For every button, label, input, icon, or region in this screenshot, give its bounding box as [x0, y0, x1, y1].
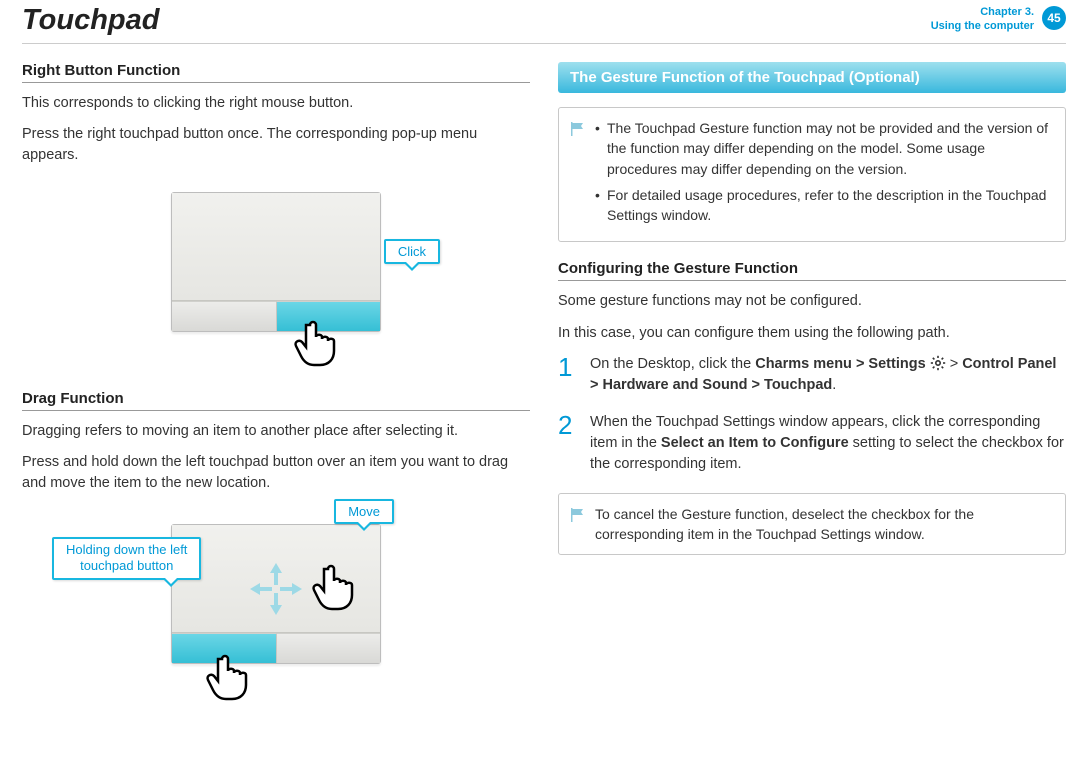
callout-move-label: Move [348, 504, 380, 519]
note1-item2: For detailed usage procedures, refer to … [595, 185, 1053, 226]
step1-post1: > [946, 356, 963, 372]
note-box-1: The Touchpad Gesture function may not be… [558, 107, 1066, 242]
callout-click-label: Click [398, 244, 426, 259]
callout-move: Move [334, 499, 394, 524]
step1-text: On the Desktop, click the Charms menu > … [590, 354, 1066, 396]
touchpad-left-button-highlighted [172, 633, 277, 663]
touchpad-buttons-2 [172, 633, 380, 663]
figure-right-click: Click [22, 178, 530, 368]
chapter-line2: Using the computer [931, 20, 1034, 34]
step1-bold1: Charms menu > Settings [755, 356, 925, 372]
touchpad-left-button [172, 301, 277, 331]
page-header: Touchpad Chapter 3. Using the computer 4… [0, 0, 1080, 37]
step2-text: When the Touchpad Settings window appear… [590, 412, 1066, 475]
right-button-p1: This corresponds to clicking the right m… [22, 93, 530, 114]
steps: 1 On the Desktop, click the Charms menu … [558, 354, 1066, 475]
note-box-2: To cancel the Gesture function, deselect… [558, 493, 1066, 556]
left-column: Right Button Function This corresponds t… [22, 62, 530, 728]
arrows-icon [248, 561, 304, 617]
touchpad-surface [172, 193, 380, 301]
config-p2: In this case, you can configure them usi… [558, 323, 1066, 344]
config-p1: Some gesture functions may not be config… [558, 291, 1066, 312]
touchpad-right-button-2 [277, 633, 381, 663]
step1-pre: On the Desktop, click the [590, 356, 755, 372]
callout-hold-label: Holding down the left touchpad button [66, 542, 187, 573]
touchpad-buttons [172, 301, 380, 331]
note2-text: To cancel the Gesture function, deselect… [595, 504, 1053, 545]
heading-configure: Configuring the Gesture Function [558, 260, 1066, 281]
touchpad-graphic: Click [171, 192, 381, 332]
note-icon-2 [569, 506, 587, 524]
heading-right-button: Right Button Function [22, 62, 530, 83]
right-column: The Gesture Function of the Touchpad (Op… [558, 62, 1066, 728]
columns: Right Button Function This corresponds t… [0, 44, 1080, 728]
chapter-line1: Chapter 3. [931, 6, 1034, 20]
figure-drag: Move Holding down the left touchpad butt… [22, 506, 530, 706]
step1-number: 1 [558, 354, 580, 396]
page: Touchpad Chapter 3. Using the computer 4… [0, 0, 1080, 728]
step-1: 1 On the Desktop, click the Charms menu … [558, 354, 1066, 396]
step-2: 2 When the Touchpad Settings window appe… [558, 412, 1066, 475]
callout-hold: Holding down the left touchpad button [52, 537, 201, 580]
page-number-badge: 45 [1042, 6, 1066, 30]
note-icon [569, 120, 587, 138]
touchpad-graphic-2: Move Holding down the left touchpad butt… [171, 524, 381, 664]
step2-bold: Select an Item to Configure [661, 435, 849, 451]
step1-end: . [832, 377, 836, 393]
touchpad-right-button-highlighted [277, 301, 381, 331]
heading-drag: Drag Function [22, 390, 530, 411]
step2-number: 2 [558, 412, 580, 475]
drag-p1: Dragging refers to moving an item to ano… [22, 421, 530, 442]
note1-item1: The Touchpad Gesture function may not be… [595, 118, 1053, 179]
callout-click: Click [384, 239, 440, 264]
note1-list: The Touchpad Gesture function may not be… [595, 118, 1053, 231]
gear-icon [930, 355, 946, 371]
page-title: Touchpad [22, 4, 931, 37]
drag-p2: Press and hold down the left touchpad bu… [22, 452, 530, 494]
blue-heading: The Gesture Function of the Touchpad (Op… [558, 62, 1066, 93]
right-button-p2: Press the right touchpad button once. Th… [22, 124, 530, 166]
chapter-info: Chapter 3. Using the computer [931, 4, 1034, 34]
